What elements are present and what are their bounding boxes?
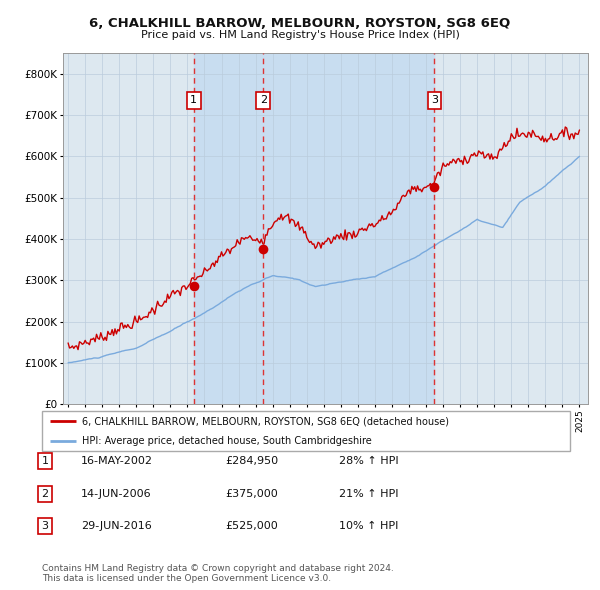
Text: £284,950: £284,950	[225, 457, 278, 466]
Text: 16-MAY-2002: 16-MAY-2002	[81, 457, 153, 466]
Text: 3: 3	[431, 96, 438, 106]
Text: 1: 1	[41, 457, 49, 466]
Text: 2: 2	[41, 489, 49, 499]
Bar	[263, 53, 434, 404]
Text: 2: 2	[260, 96, 267, 106]
Text: 6, CHALKHILL BARROW, MELBOURN, ROYSTON, SG8 6EQ (detached house): 6, CHALKHILL BARROW, MELBOURN, ROYSTON, …	[82, 417, 449, 426]
Text: £375,000: £375,000	[225, 489, 278, 499]
FancyBboxPatch shape	[42, 411, 570, 451]
Text: 29-JUN-2016: 29-JUN-2016	[81, 522, 152, 531]
Text: 1: 1	[190, 96, 197, 106]
Text: £525,000: £525,000	[225, 522, 278, 531]
Text: 10% ↑ HPI: 10% ↑ HPI	[339, 522, 398, 531]
Text: HPI: Average price, detached house, South Cambridgeshire: HPI: Average price, detached house, Sout…	[82, 437, 371, 446]
Text: 14-JUN-2006: 14-JUN-2006	[81, 489, 152, 499]
Text: Price paid vs. HM Land Registry's House Price Index (HPI): Price paid vs. HM Land Registry's House …	[140, 30, 460, 40]
Bar	[194, 53, 263, 404]
Text: 6, CHALKHILL BARROW, MELBOURN, ROYSTON, SG8 6EQ: 6, CHALKHILL BARROW, MELBOURN, ROYSTON, …	[89, 17, 511, 30]
Text: 3: 3	[41, 522, 49, 531]
Text: 21% ↑ HPI: 21% ↑ HPI	[339, 489, 398, 499]
Text: Contains HM Land Registry data © Crown copyright and database right 2024.
This d: Contains HM Land Registry data © Crown c…	[42, 563, 394, 583]
Text: 28% ↑ HPI: 28% ↑ HPI	[339, 457, 398, 466]
